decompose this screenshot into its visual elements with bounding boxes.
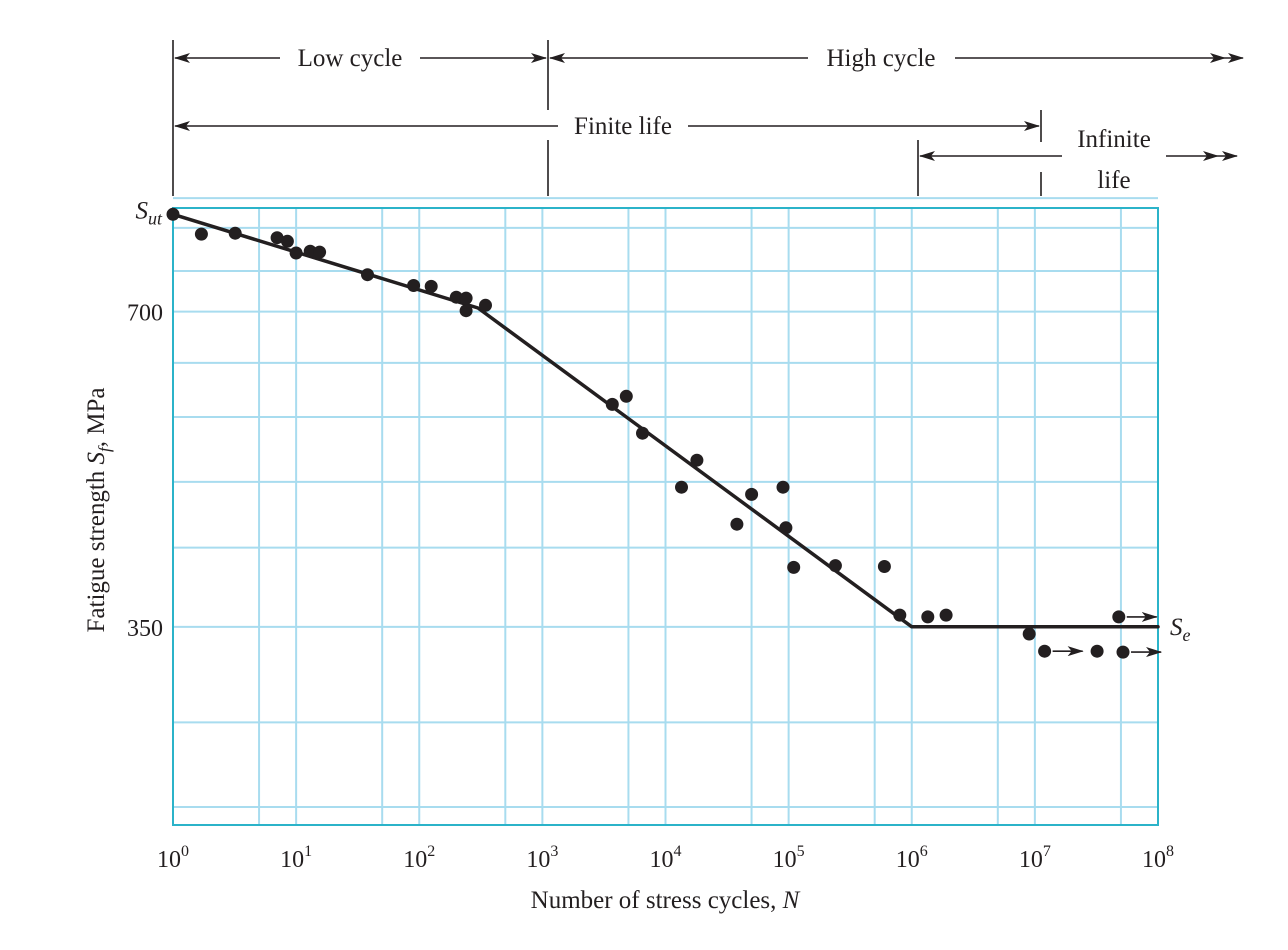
x-tick-base: 10	[403, 847, 427, 873]
data-point	[619, 389, 633, 403]
x-tick-exponent: 4	[674, 843, 682, 860]
x-tick-label: 100	[157, 843, 189, 873]
x-axis-label-before: Number of stress cycles,	[531, 887, 783, 914]
grid	[172, 197, 1159, 825]
data-point	[779, 521, 793, 535]
x-tick-exponent: 6	[920, 843, 928, 860]
sn-fit-line	[171, 212, 1160, 629]
x-tick-label: 108	[1142, 843, 1174, 873]
data-point	[270, 231, 284, 245]
data-point	[675, 480, 688, 494]
x-tick-label: 107	[1019, 843, 1051, 873]
cycle-range-annotations: Low cycle High cycle Finite life Infinit…	[172, 40, 1244, 196]
x-axis-label-main: N	[782, 887, 801, 914]
x-tick-label: 104	[650, 843, 682, 873]
x-tick-label: 105	[773, 843, 805, 873]
data-point	[690, 453, 704, 467]
data-point	[1090, 644, 1104, 658]
data-point	[605, 397, 619, 411]
data-points	[166, 207, 1130, 659]
sut-label: Sut	[135, 197, 163, 228]
x-tick-labels: 100 101 102 103 104 105 106 107 108	[157, 843, 1174, 873]
infinite-life-label-line1: Infinite	[1077, 126, 1151, 153]
finite-life-label: Finite life	[574, 113, 672, 140]
y-axis-label: Fatigue strength Sf, MPa	[83, 388, 114, 633]
x-tick-exponent: 0	[181, 843, 189, 860]
data-point	[636, 426, 649, 440]
x-tick-base: 10	[773, 847, 797, 873]
x-tick-exponent: 2	[427, 843, 435, 860]
data-point	[166, 207, 180, 221]
data-point	[828, 559, 842, 573]
data-point	[1038, 644, 1052, 658]
infinite-life-label-line2: life	[1097, 167, 1130, 194]
data-point	[361, 268, 374, 282]
sut-main: S	[135, 197, 148, 224]
data-point	[407, 279, 421, 292]
plot-frame	[172, 207, 1159, 826]
low-cycle-label: Low cycle	[298, 45, 403, 72]
y-tick-label: 350	[127, 616, 163, 642]
se-label: Se	[1170, 614, 1191, 645]
data-point	[479, 298, 492, 312]
data-point	[303, 244, 317, 258]
x-tick-label: 101	[280, 843, 312, 873]
x-tick-base: 10	[280, 847, 304, 873]
data-point	[730, 517, 744, 531]
data-point	[449, 290, 463, 304]
data-point	[1112, 610, 1126, 624]
x-tick-exponent: 1	[304, 843, 312, 860]
y-axis-label-main: S	[83, 451, 110, 464]
data-point	[228, 226, 242, 240]
runout-arrows	[1052, 611, 1163, 658]
data-point	[280, 234, 294, 248]
x-tick-label: 103	[526, 843, 558, 873]
x-tick-base: 10	[1019, 847, 1043, 873]
data-point	[194, 227, 208, 241]
se-sub: e	[1183, 625, 1191, 645]
x-tick-label: 102	[403, 843, 435, 873]
y-tick-labels: 700 350	[127, 301, 163, 642]
data-point	[787, 560, 801, 574]
y-axis-label-before: Fatigue strength	[83, 464, 110, 632]
x-axis-label: Number of stress cycles, N	[531, 887, 801, 914]
x-tick-exponent: 8	[1166, 843, 1174, 860]
x-tick-base: 10	[1142, 847, 1166, 873]
y-axis-label-after: , MPa	[83, 388, 110, 448]
data-point	[745, 487, 759, 501]
data-point	[313, 245, 327, 259]
data-point	[459, 291, 473, 305]
data-point	[921, 610, 935, 624]
sut-sub: ut	[148, 208, 163, 228]
x-tick-exponent: 5	[797, 843, 805, 860]
high-cycle-label: High cycle	[827, 45, 936, 72]
x-tick-base: 10	[157, 847, 181, 873]
data-point	[893, 608, 907, 622]
data-point	[1116, 645, 1130, 659]
x-tick-exponent: 7	[1043, 843, 1051, 860]
x-tick-base: 10	[526, 847, 550, 873]
x-tick-base: 10	[896, 847, 920, 873]
data-point	[1022, 627, 1036, 641]
x-tick-exponent: 3	[550, 843, 558, 860]
data-point	[939, 608, 953, 622]
data-point	[424, 279, 438, 293]
x-tick-label: 106	[896, 843, 928, 873]
data-point	[877, 560, 891, 573]
y-axis-label-sub: f	[95, 445, 114, 452]
x-tick-base: 10	[650, 847, 674, 873]
data-point	[776, 480, 790, 494]
data-point	[289, 246, 303, 260]
data-point	[459, 304, 473, 318]
se-main: S	[1170, 614, 1183, 641]
y-tick-label: 700	[127, 301, 163, 327]
